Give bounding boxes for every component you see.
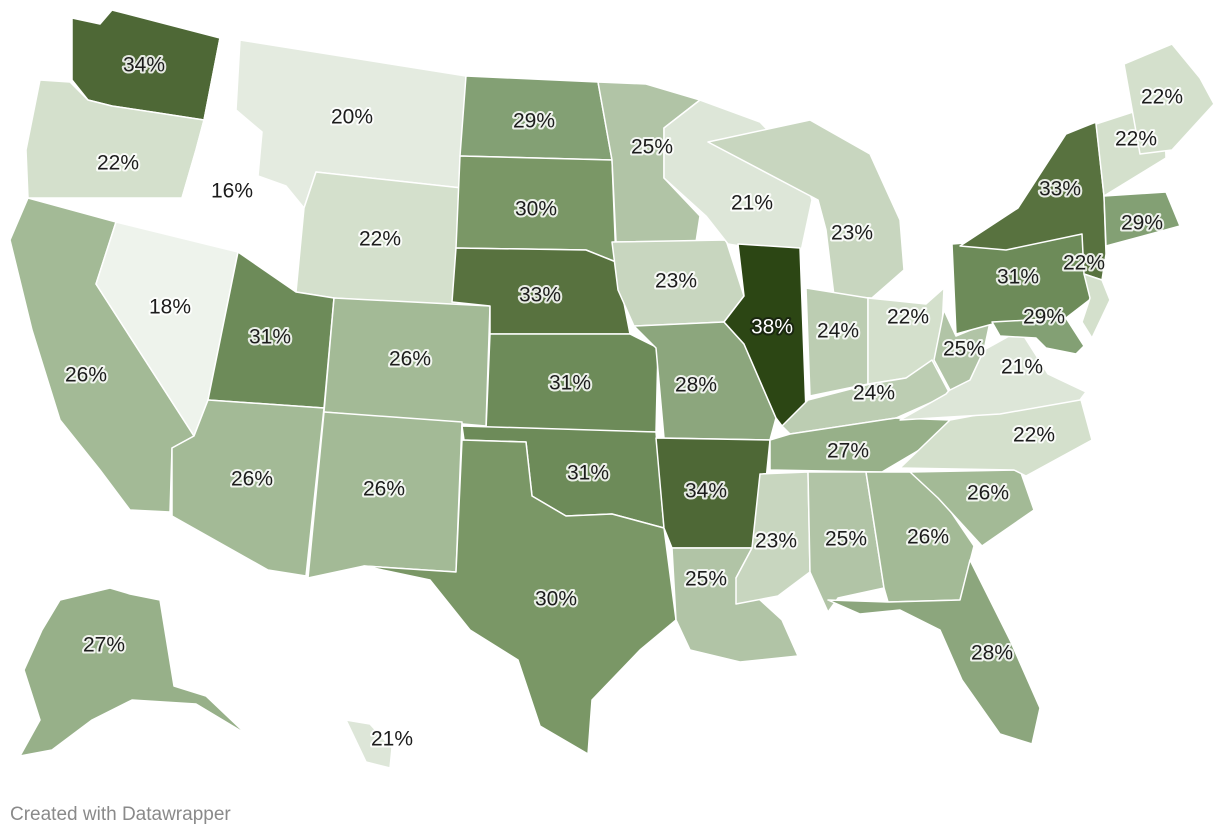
state-label-wi: 21% bbox=[731, 192, 773, 215]
state-shape-wv[interactable] bbox=[933, 309, 991, 391]
state-shape-nc[interactable] bbox=[899, 395, 1093, 477]
state-label-wa: 34% bbox=[123, 54, 165, 77]
state-shapes bbox=[9, 9, 1215, 769]
state-label-ca: 26% bbox=[65, 364, 107, 387]
state-label-pa: 31% bbox=[997, 266, 1039, 289]
state-label-nv: 18% bbox=[149, 296, 191, 319]
state-label-il: 38% bbox=[751, 316, 793, 339]
state-label-la: 25% bbox=[685, 568, 727, 591]
state-shape-ks[interactable] bbox=[485, 333, 659, 433]
state-label-wv: 25% bbox=[943, 338, 985, 361]
state-shape-md[interactable] bbox=[991, 317, 1085, 355]
state-shape-ma[interactable] bbox=[1103, 191, 1181, 247]
state-label-mt: 20% bbox=[331, 106, 373, 129]
state-label-ia: 23% bbox=[655, 270, 697, 293]
state-shape-hi[interactable] bbox=[345, 719, 393, 769]
state-label-fl: 28% bbox=[971, 642, 1013, 665]
state-shape-me[interactable] bbox=[1123, 43, 1215, 155]
state-label-id: 16% bbox=[211, 180, 253, 203]
state-label-ne: 33% bbox=[519, 284, 561, 307]
state-label-ny: 33% bbox=[1039, 178, 1081, 201]
state-label-vt: 22% bbox=[1115, 128, 1157, 151]
state-shape-mn[interactable] bbox=[597, 81, 701, 243]
state-label-az: 26% bbox=[231, 468, 273, 491]
state-label-tx: 30% bbox=[535, 588, 577, 611]
state-label-in: 24% bbox=[817, 320, 859, 343]
datawrapper-credit[interactable]: Created with Datawrapper bbox=[10, 804, 231, 825]
state-label-mi: 23% bbox=[831, 222, 873, 245]
state-label-va: 21% bbox=[1001, 356, 1043, 379]
state-label-wy: 22% bbox=[359, 228, 401, 251]
state-label-ar: 34% bbox=[685, 480, 727, 503]
state-label-or: 22% bbox=[97, 152, 139, 175]
state-label-hi: 21% bbox=[371, 728, 413, 751]
state-label-ut: 31% bbox=[249, 326, 291, 349]
state-label-tn: 27% bbox=[827, 440, 869, 463]
state-label-sc: 26% bbox=[967, 482, 1009, 505]
state-label-nd: 29% bbox=[513, 110, 555, 133]
state-label-nj: 22% bbox=[1063, 252, 1105, 275]
state-label-sd: 30% bbox=[515, 198, 557, 221]
state-label-oh: 22% bbox=[887, 306, 929, 329]
state-label-md: 29% bbox=[1023, 306, 1065, 329]
state-shape-mi[interactable] bbox=[707, 119, 905, 299]
state-label-mn: 25% bbox=[631, 136, 673, 159]
state-shape-tx[interactable] bbox=[363, 439, 677, 755]
state-label-mo: 28% bbox=[675, 374, 717, 397]
state-label-ok: 31% bbox=[567, 462, 609, 485]
state-shape-ak[interactable] bbox=[19, 587, 247, 757]
state-label-ga: 26% bbox=[907, 526, 949, 549]
state-label-nm: 26% bbox=[363, 478, 405, 501]
state-label-co: 26% bbox=[389, 348, 431, 371]
state-label-ms: 23% bbox=[755, 530, 797, 553]
state-label-nc: 22% bbox=[1013, 424, 1055, 447]
state-shape-nj[interactable] bbox=[1081, 273, 1111, 339]
us-choropleth-map: 34% 22% 26% 16% 18% 20% 22% 31% 26% 26% 26% 29% 30% 3… bbox=[9, 9, 1215, 769]
state-shape-fl[interactable] bbox=[827, 559, 1041, 745]
state-label-al: 25% bbox=[825, 528, 867, 551]
state-label-ak: 27% bbox=[83, 634, 125, 657]
state-labels: 34% 22% 26% 16% 18% 20% 22% 31% 26% 26% 26% 29% 30% 3… bbox=[63, 52, 1185, 753]
state-label-ky: 24% bbox=[853, 382, 895, 405]
state-label-ks: 31% bbox=[549, 372, 591, 395]
state-shape-il[interactable] bbox=[723, 243, 807, 427]
state-label-me: 22% bbox=[1141, 86, 1183, 109]
state-label-ma: 29% bbox=[1121, 212, 1163, 235]
